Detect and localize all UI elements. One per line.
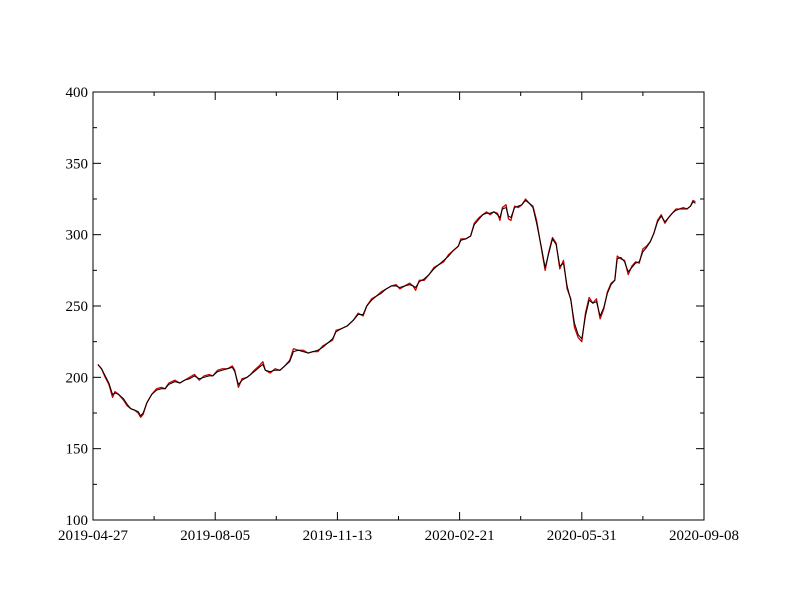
x-tick-label: 2019-04-27 xyxy=(58,528,128,544)
y-tick-label: 250 xyxy=(66,299,89,315)
series-layer xyxy=(97,198,696,418)
x-tick-label: 2020-05-31 xyxy=(547,528,617,544)
y-tick-label: 150 xyxy=(66,442,89,458)
y-tick-label: 200 xyxy=(66,370,89,386)
series-line-black xyxy=(97,199,696,417)
x-tick-label: 2019-08-05 xyxy=(180,528,250,544)
y-tick-label: 400 xyxy=(66,85,89,101)
x-tick-label: 2020-02-21 xyxy=(425,528,495,544)
y-axis: 100 150 200 250 300 350 400 xyxy=(66,85,704,529)
y-tick-label: 100 xyxy=(66,513,89,529)
x-tick-label: 2019-11-13 xyxy=(303,528,372,544)
x-tick-label: 2020-09-08 xyxy=(669,528,739,544)
x-axis: 2019-04-27 2019-08-05 2019-11-13 2020-02-21… xyxy=(58,92,739,544)
y-tick-label: 350 xyxy=(66,156,89,172)
y-tick-label: 300 xyxy=(66,228,89,244)
